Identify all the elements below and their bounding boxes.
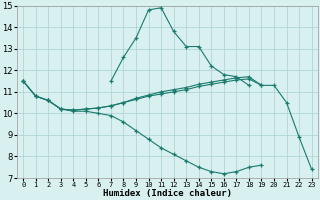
X-axis label: Humidex (Indice chaleur): Humidex (Indice chaleur): [103, 189, 232, 198]
